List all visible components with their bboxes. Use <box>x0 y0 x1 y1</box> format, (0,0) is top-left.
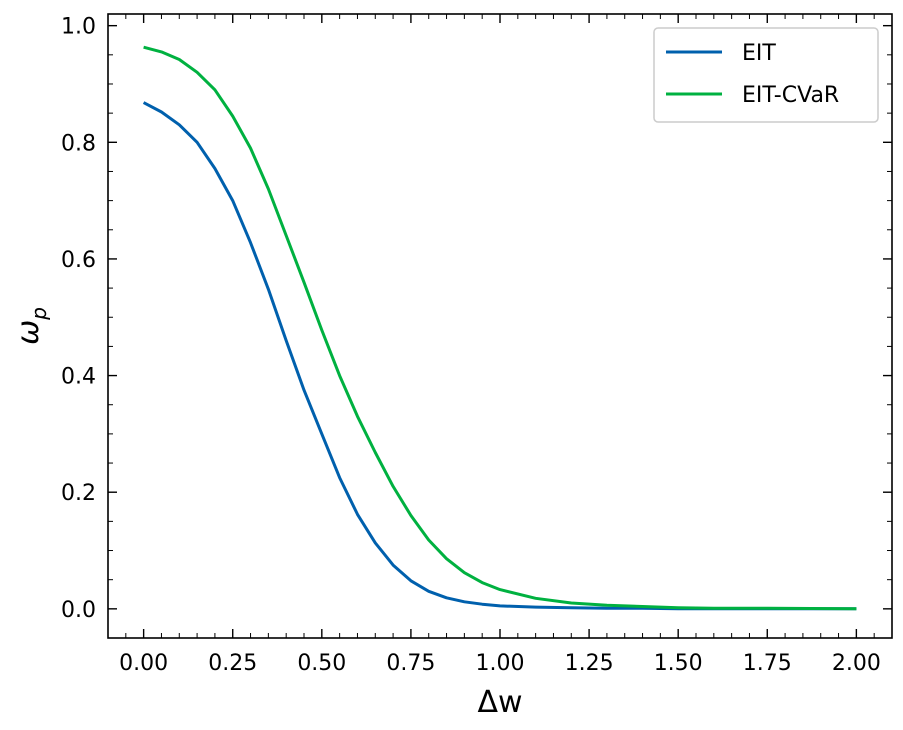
y-axis: 0.0 0.2 0.4 0.6 0.8 1.0 <box>61 15 892 639</box>
x-tick-label: 2.00 <box>832 651 881 676</box>
x-tick-label: 0.25 <box>208 651 257 676</box>
y-axis-label: ωp <box>11 307 51 345</box>
x-tick-label: 0.75 <box>386 651 435 676</box>
y-tick-label: 0.6 <box>61 248 96 273</box>
x-tick-label: 0.50 <box>297 651 346 676</box>
legend-label-eit: EIT <box>742 41 776 66</box>
plot-area <box>142 45 857 611</box>
x-tick-label: 1.00 <box>476 651 525 676</box>
y-tick-label: 0.8 <box>61 131 96 156</box>
x-tick-label: 0.00 <box>119 651 168 676</box>
legend: EIT EIT-CVaR <box>653 27 879 123</box>
y-tick-label: 0.4 <box>61 365 96 390</box>
x-tick-label: 1.25 <box>565 651 614 676</box>
y-axis-label-main: ω <box>11 320 46 345</box>
y-tick-label: 0.0 <box>61 598 96 623</box>
x-axis: 0.00 0.25 0.50 0.75 1.00 1.25 1.50 1.75 2.00 <box>107 14 893 676</box>
series-line-eit <box>142 101 857 611</box>
y-axis-label-subscript: p <box>27 307 51 321</box>
y-tick-label: 0.2 <box>61 481 96 506</box>
x-tick-label: 1.50 <box>654 651 703 676</box>
x-tick-label: 1.75 <box>743 651 792 676</box>
legend-label-eit-cvar: EIT-CVaR <box>742 83 839 108</box>
series-line-eit-cvar <box>143 45 857 611</box>
x-axis-label: Δw <box>477 685 522 720</box>
y-tick-label: 1.0 <box>61 15 96 40</box>
